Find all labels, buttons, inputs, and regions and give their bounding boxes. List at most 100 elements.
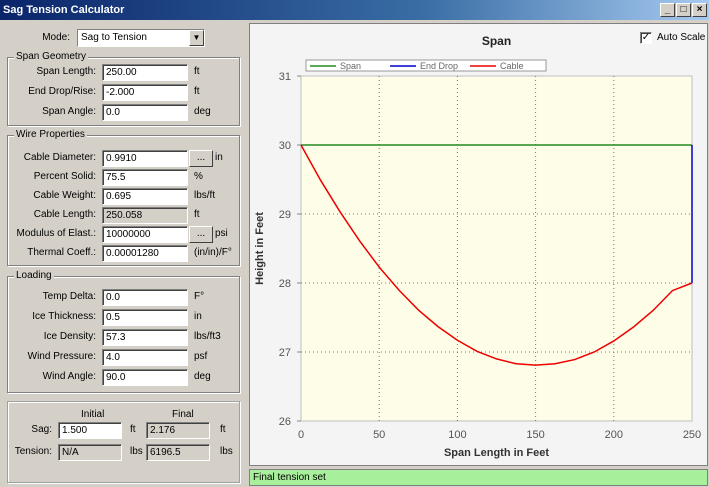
span-angle-input[interactable]: 0.0 (102, 104, 188, 121)
ice-density-input[interactable]: 57.3 (102, 329, 188, 346)
maximize-button[interactable]: □ (676, 3, 691, 17)
end-drop-unit: ft (194, 86, 200, 97)
mode-value: Sag to Tension (81, 32, 147, 43)
ice-density-unit: lbs/ft3 (194, 331, 221, 342)
span-length-unit: ft (194, 66, 200, 77)
modulus-browse-button[interactable]: ... (189, 226, 213, 243)
percent-solid-label: Percent Solid: (33, 171, 96, 182)
cable-length-unit: ft (194, 209, 200, 220)
x-axis-label: Span Length in Feet (444, 447, 549, 459)
span-geometry-group: Span Geometry Span Length: 250.00 ft End… (7, 51, 240, 126)
series-line-cable (300, 144, 693, 366)
x-tick-label: 50 (373, 429, 385, 441)
final-header: Final (172, 409, 194, 420)
y-tick-label: 30 (279, 140, 291, 152)
y-tick-label: 26 (279, 416, 291, 428)
modulus-label: Modulus of Elast.: (16, 228, 96, 239)
auto-scale-checkbox[interactable]: ✓ (640, 32, 652, 44)
legend-entry: Span (340, 61, 361, 71)
tension-initial-value: N/A (58, 444, 122, 461)
span-angle-unit: deg (194, 106, 211, 117)
wind-angle-input[interactable]: 90.0 (102, 369, 188, 386)
sag-initial-unit: ft (130, 424, 136, 435)
loading-group: Loading Temp Delta: 0.0 F° Ice Thickness… (7, 270, 240, 393)
cable-diameter-browse-button[interactable]: ... (189, 150, 213, 167)
x-tick-label: 200 (605, 429, 623, 441)
sag-initial-input[interactable]: 1.500 (58, 422, 122, 439)
cable-weight-label: Cable Weight: (33, 190, 96, 201)
wire-properties-title: Wire Properties (14, 129, 87, 141)
temp-delta-input[interactable]: 0.0 (102, 289, 188, 306)
modulus-input[interactable]: 10000000 (102, 226, 188, 243)
y-tick-label: 29 (279, 209, 291, 221)
results-group: Initial Final Sag: 1.500 ft 2.176 ft Ten… (7, 401, 240, 483)
y-axis-label: Height in Feet (254, 212, 266, 285)
span-length-input[interactable]: 250.00 (102, 64, 188, 81)
temp-delta-label: Temp Delta: (42, 291, 96, 302)
initial-header: Initial (81, 409, 105, 420)
sag-final-value: 2.176 (146, 422, 210, 439)
cable-length-value: 250.058 (102, 207, 188, 224)
cable-diameter-label: Cable Diameter: (23, 152, 96, 163)
wind-angle-label: Wind Angle: (42, 371, 96, 382)
mode-label: Mode: (42, 32, 70, 43)
span-chart: Span 0 50 100 150 200 250 26 27 28 29 30 31 Span Leng… (254, 34, 701, 459)
y-tick-label: 31 (279, 71, 291, 83)
close-button[interactable]: × (692, 3, 707, 17)
plot-area (300, 75, 693, 422)
wind-pressure-input[interactable]: 4.0 (102, 349, 188, 366)
cable-weight-unit: lbs/ft (194, 190, 216, 201)
tension-final-value: 6196.5 (146, 444, 210, 461)
legend-entry: End Drop (420, 61, 458, 71)
span-geometry-title: Span Geometry (14, 51, 89, 63)
tension-initial-unit: lbs (130, 446, 143, 457)
ice-thickness-unit: in (194, 311, 202, 322)
ice-thickness-input[interactable]: 0.5 (102, 309, 188, 326)
thermal-coeff-input[interactable]: 0.00001280 (102, 245, 188, 262)
tension-final-unit: lbs (220, 446, 233, 457)
legend-entry: Cable (500, 61, 524, 71)
wind-pressure-unit: psf (194, 351, 208, 362)
window-title: Sag Tension Calculator (3, 4, 125, 16)
input-panel: Mode: Sag to Tension ▼ Span Geometry Spa… (0, 20, 247, 487)
minimize-button[interactable]: _ (660, 3, 675, 17)
span-angle-label: Span Angle: (42, 106, 96, 117)
chevron-down-icon[interactable]: ▼ (189, 30, 204, 46)
y-tick-label: 27 (279, 347, 291, 359)
ice-density-label: Ice Density: (43, 331, 96, 342)
x-tick-label: 150 (526, 429, 544, 441)
title-bar: Sag Tension Calculator _ □ × (0, 0, 709, 20)
percent-solid-unit: % (194, 171, 203, 182)
end-drop-input[interactable]: -2.000 (102, 84, 188, 101)
wind-angle-unit: deg (194, 371, 211, 382)
temp-delta-unit: F° (194, 291, 205, 302)
ice-thickness-label: Ice Thickness: (32, 311, 96, 322)
chart-panel: ✓ Auto Scale Span 0 50 100 150 200 250 26 27 28 29… (249, 23, 708, 466)
x-tick-label: 250 (683, 429, 701, 441)
legend-box (305, 59, 547, 72)
tension-label: Tension: (14, 446, 52, 457)
modulus-unit: psi (215, 228, 228, 239)
sag-label: Sag: (31, 424, 52, 435)
x-tick-label: 0 (298, 429, 304, 441)
end-drop-label: End Drop/Rise: (28, 86, 96, 97)
thermal-coeff-unit: (in/in)/F° (194, 247, 232, 258)
chart-title: Span (482, 34, 511, 48)
cable-length-label: Cable Length: (33, 209, 96, 220)
cable-diameter-unit: in (215, 152, 223, 163)
y-tick-label: 28 (279, 278, 291, 290)
wind-pressure-label: Wind Pressure: (27, 351, 96, 362)
mode-select[interactable]: Sag to Tension ▼ (77, 29, 205, 47)
x-tick-label: 100 (448, 429, 466, 441)
sag-final-unit: ft (220, 424, 226, 435)
span-length-label: Span Length: (36, 66, 97, 77)
cable-weight-input[interactable]: 0.695 (102, 188, 188, 205)
thermal-coeff-label: Thermal Coeff.: (27, 247, 96, 258)
wire-properties-group: Wire Properties Cable Diameter: 0.9910 .… (7, 129, 240, 266)
status-bar: Final tension set (249, 469, 708, 486)
cable-diameter-input[interactable]: 0.9910 (102, 150, 188, 167)
percent-solid-input[interactable]: 75.5 (102, 169, 188, 186)
loading-title: Loading (14, 270, 54, 282)
auto-scale-label: Auto Scale (657, 32, 706, 43)
